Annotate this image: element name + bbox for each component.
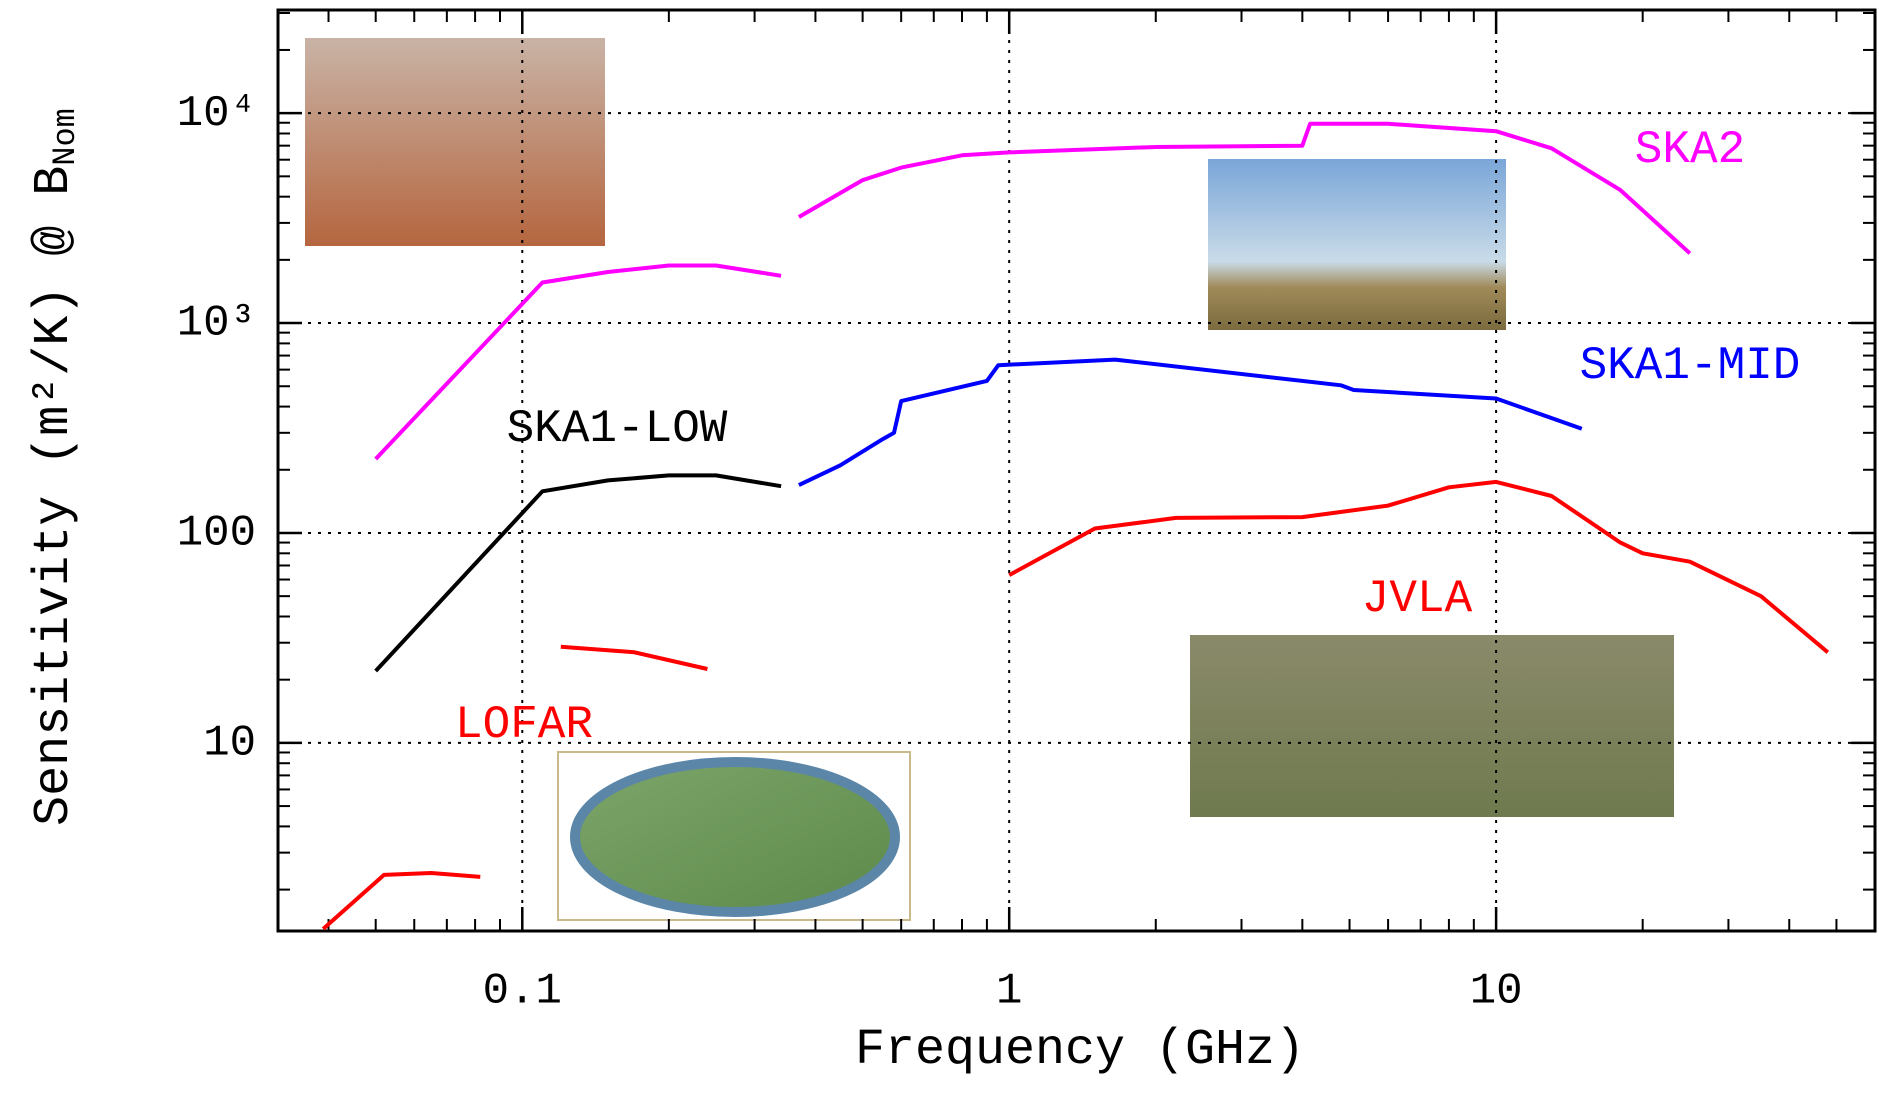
series-label: SKA1-LOW <box>507 403 728 455</box>
photo-lofar-island <box>570 757 900 917</box>
series-label: SKA1-MID <box>1580 340 1801 392</box>
photo-ska-mid <box>1208 159 1506 330</box>
series-line <box>1008 479 1830 654</box>
photo-ska-low <box>305 38 605 246</box>
y-tick-label: 10³ <box>177 299 256 349</box>
series-label: JVLA <box>1362 573 1473 625</box>
series-line <box>321 644 708 931</box>
series-line <box>374 121 1692 461</box>
plot-frame <box>276 8 1877 933</box>
y-tick-label: 10 <box>203 719 256 769</box>
photos <box>305 38 1674 921</box>
x-tick-label: 10 <box>1470 967 1523 1017</box>
series-label: SKA2 <box>1635 124 1745 176</box>
y-axis-label-main: Sensitivity (m²/K) @ B <box>26 166 83 826</box>
series-line <box>374 473 782 673</box>
x-tick-label: 0.1 <box>483 967 562 1017</box>
y-axis-label-sub: Nom <box>47 108 84 166</box>
x-axis-label: Frequency (GHz) <box>855 1022 1305 1079</box>
x-tick-label: 1 <box>996 967 1022 1017</box>
series-line <box>798 357 1583 487</box>
y-tick-label: 10⁴ <box>177 89 256 139</box>
y-tick-label: 100 <box>177 509 256 559</box>
photo-jvla <box>1190 635 1674 817</box>
photo-lofar <box>557 751 911 921</box>
y-axis-label: Sensitivity (m²/K) @ BNom <box>26 108 84 826</box>
series-label: LOFAR <box>455 699 593 751</box>
